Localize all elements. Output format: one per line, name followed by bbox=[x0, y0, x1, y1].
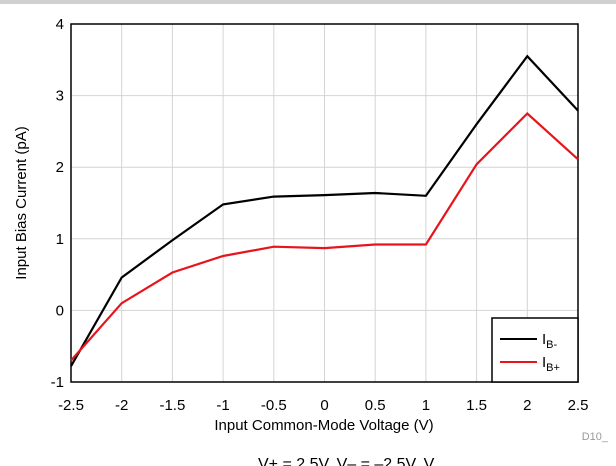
y-tick-label: 1 bbox=[56, 231, 64, 248]
x-tick-label: 0.5 bbox=[365, 397, 386, 414]
x-tick-label: 2.5 bbox=[568, 397, 589, 414]
x-tick-label: -1.5 bbox=[159, 397, 185, 414]
series-line-ib-minus bbox=[70, 54, 579, 367]
series-layer bbox=[70, 54, 579, 367]
legend-label-ib-plus: IB+ bbox=[542, 354, 560, 374]
y-tick-label: 2 bbox=[56, 159, 64, 176]
caption: V+ = 2.5V, V– = –2.5V, V bbox=[258, 456, 435, 466]
x-tick-label: 1.5 bbox=[466, 397, 487, 414]
y-axis-title: Input Bias Current (pA) bbox=[13, 126, 30, 279]
x-tick-label: -1 bbox=[216, 397, 229, 414]
x-tick-label: 0 bbox=[320, 397, 328, 414]
x-tick-label: -2 bbox=[115, 397, 128, 414]
x-tick-label: -2.5 bbox=[58, 397, 84, 414]
x-axis-title: Input Common-Mode Voltage (V) bbox=[214, 417, 433, 434]
y-tick-labels: -1 0 1 2 3 4 bbox=[51, 16, 64, 391]
y-tick-label: 4 bbox=[56, 16, 64, 33]
x-tick-labels: -2.5 -2 -1.5 -1 -0.5 0 0.5 1 1.5 2 2.5 bbox=[58, 397, 588, 414]
legend-box bbox=[491, 317, 579, 383]
x-tick-label: -0.5 bbox=[261, 397, 287, 414]
x-tick-label: 2 bbox=[523, 397, 531, 414]
plot-frame bbox=[70, 23, 579, 383]
y-tick-label: 0 bbox=[56, 302, 64, 319]
legend-label-ib-minus: IB- bbox=[542, 331, 558, 351]
grid bbox=[71, 24, 578, 382]
legend: IB- IB+ bbox=[491, 317, 579, 383]
x-tick-label: 1 bbox=[422, 397, 430, 414]
y-tick-label: 3 bbox=[56, 88, 64, 105]
y-tick-label: -1 bbox=[51, 374, 64, 391]
top-rule bbox=[0, 0, 616, 4]
figure-id: D10_ bbox=[582, 431, 609, 443]
series-line-ib-plus bbox=[70, 111, 579, 362]
